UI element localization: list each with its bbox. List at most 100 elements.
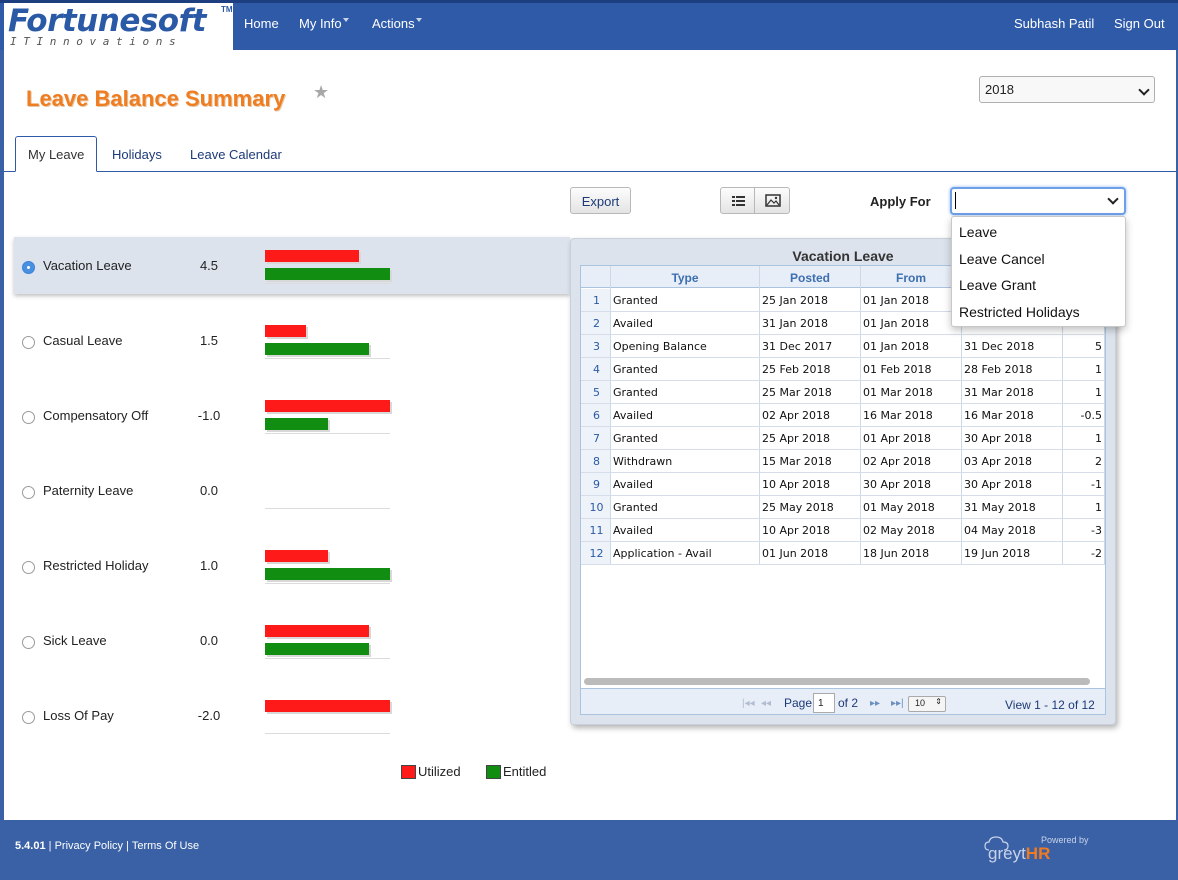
legend-utilized-swatch — [401, 765, 416, 779]
first-page-icon[interactable]: |◂◂ — [742, 698, 755, 709]
cell-posted: 01 Jun 2018 — [762, 547, 829, 560]
nav-my-info[interactable]: My Info — [299, 16, 349, 31]
tab-leave-calendar[interactable]: Leave Calendar — [190, 147, 282, 162]
bar-baseline — [265, 658, 390, 659]
cell-days: -0.5 — [1080, 409, 1102, 422]
leave-type-radio[interactable] — [22, 336, 35, 349]
column-header-posted[interactable]: Posted — [789, 271, 830, 285]
export-button[interactable]: Export — [570, 187, 631, 214]
image-view-icon — [765, 194, 781, 207]
grid-row-divider — [581, 357, 1105, 358]
cell-type: Availed — [613, 524, 653, 537]
legend-utilized-label: Utilized — [418, 764, 461, 779]
leave-type-name[interactable]: Restricted Holiday — [43, 558, 149, 573]
chart-view-button[interactable] — [754, 187, 790, 214]
grid-row-divider — [581, 564, 1105, 565]
tab-holidays[interactable]: Holidays — [112, 147, 162, 162]
previous-page-icon[interactable]: ◂◂ — [761, 698, 772, 709]
leave-balance-value: 1.5 — [199, 333, 219, 348]
row-number: 11 — [589, 524, 604, 537]
grid-row-divider — [581, 380, 1105, 381]
page-number-input[interactable]: 1 — [813, 693, 835, 713]
leave-type-radio[interactable] — [22, 486, 35, 499]
leave-type-name[interactable]: Compensatory Off — [43, 408, 149, 423]
cell-from: 01 May 2018 — [863, 501, 935, 514]
cell-type: Availed — [613, 478, 653, 491]
leave-type-radio[interactable] — [22, 411, 35, 424]
menu-option-restricted-holidays[interactable]: Restricted Holidays — [959, 304, 1080, 320]
column-header-type[interactable]: Type — [671, 271, 699, 285]
menu-option-leave-grant[interactable]: Leave Grant — [959, 277, 1037, 293]
row-number-column — [581, 289, 610, 565]
leave-type-name[interactable]: Casual Leave — [43, 333, 123, 348]
nav-actions[interactable]: Actions — [372, 16, 422, 31]
utilized-bar — [265, 250, 359, 262]
row-number: 5 — [593, 386, 600, 399]
user-name-link[interactable]: Subhash Patil — [1014, 16, 1095, 31]
rows-per-page-select[interactable]: 10 ⇕ — [908, 696, 946, 712]
greythr-logo-text-b: HR — [1025, 844, 1051, 863]
bar-baseline — [265, 358, 390, 359]
row-number: 4 — [593, 363, 600, 376]
utilized-bar — [265, 550, 328, 562]
apply-for-menu: Leave Leave Cancel Leave Grant Restricte… — [951, 216, 1126, 327]
footer-links: 5.4.01 | Privacy Policy | Terms Of Use — [15, 840, 199, 852]
cell-type: Availed — [613, 409, 653, 422]
leave-type-name[interactable]: Vacation Leave — [43, 258, 132, 273]
cell-to: 04 May 2018 — [964, 524, 1036, 537]
leave-type-name[interactable]: Sick Leave — [43, 633, 107, 648]
grid-row-divider — [581, 311, 1105, 312]
cell-posted: 10 Apr 2018 — [762, 478, 831, 491]
bar-baseline — [265, 583, 390, 584]
terms-of-use-link[interactable]: Terms Of Use — [131, 840, 200, 852]
leave-type-name[interactable]: Paternity Leave — [43, 483, 134, 498]
brand-logo[interactable]: Fortunesoft TM I T I n n o v a t i o n s — [4, 3, 233, 50]
favorite-star-icon[interactable]: ★ — [313, 82, 330, 102]
apply-for-label: Apply For — [870, 194, 931, 209]
leave-balance-value: 4.5 — [199, 258, 219, 273]
greythr-logo[interactable]: greytHR — [984, 836, 1051, 864]
cell-to: 31 Dec 2018 — [964, 340, 1035, 353]
leave-type-radio[interactable] — [22, 561, 35, 574]
leave-type-name[interactable]: Loss Of Pay — [43, 708, 114, 723]
last-page-icon[interactable]: ▸▸| — [891, 698, 904, 709]
horizontal-scrollbar[interactable] — [584, 678, 1090, 685]
cell-type: Granted — [613, 294, 658, 307]
year-select[interactable]: 2018 — [979, 76, 1155, 103]
menu-option-leave[interactable]: Leave — [959, 224, 998, 240]
rows-per-page-value: 10 — [915, 698, 926, 708]
selected-row-highlight — [14, 237, 570, 294]
grid-caption: Vacation Leave — [792, 248, 894, 264]
nav-my-info-label: My Info — [299, 16, 342, 31]
entitled-bar — [265, 418, 328, 430]
grid-column-divider — [759, 266, 760, 564]
row-number: 6 — [593, 409, 600, 422]
leave-balance-value: 0.0 — [199, 483, 219, 498]
utilized-bar — [265, 700, 390, 712]
tab-my-leave-label[interactable]: My Leave — [28, 147, 85, 162]
leave-type-radio[interactable] — [22, 261, 35, 274]
chevron-down-icon — [1107, 193, 1119, 205]
privacy-policy-link[interactable]: Privacy Policy — [54, 840, 124, 852]
leave-type-radio[interactable] — [22, 636, 35, 649]
cloud-icon — [984, 836, 1009, 851]
cell-days: 1 — [1095, 501, 1102, 514]
sign-out-link[interactable]: Sign Out — [1114, 16, 1165, 31]
entitled-bar — [265, 568, 390, 580]
column-header-from[interactable]: From — [896, 271, 926, 285]
grid-row-divider — [581, 495, 1105, 496]
next-page-icon[interactable]: ▸▸ — [870, 698, 881, 709]
cell-to: 31 May 2018 — [964, 501, 1036, 514]
brand-name: Fortunesoft — [8, 3, 206, 39]
nav-home[interactable]: Home — [244, 16, 279, 31]
tab-my-leave[interactable] — [15, 136, 97, 172]
list-view-button[interactable] — [720, 187, 755, 214]
legend-entitled-swatch — [486, 765, 501, 779]
cell-days: -2 — [1091, 547, 1102, 560]
grid-column-divider — [1062, 266, 1063, 564]
menu-option-leave-cancel[interactable]: Leave Cancel — [959, 251, 1045, 267]
cell-from: 02 May 2018 — [863, 524, 935, 537]
grid-row-divider — [581, 472, 1105, 473]
apply-for-select[interactable] — [950, 187, 1126, 215]
leave-type-radio[interactable] — [22, 711, 35, 724]
